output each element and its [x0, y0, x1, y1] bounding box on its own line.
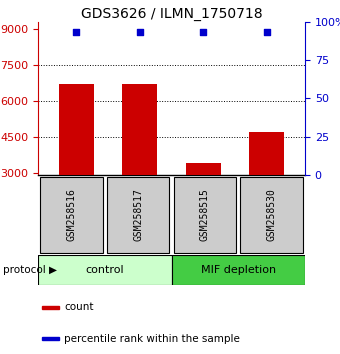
Text: GSM258530: GSM258530 [267, 189, 277, 241]
Point [137, 29, 142, 34]
Bar [174, 177, 236, 253]
Bar [42, 337, 58, 340]
Point [73, 29, 79, 34]
Bar [249, 132, 284, 175]
Text: protocol ▶: protocol ▶ [3, 265, 57, 275]
Text: control: control [85, 265, 124, 275]
Bar [59, 84, 94, 175]
Bar [240, 177, 303, 253]
Text: GSM258516: GSM258516 [66, 189, 76, 241]
Bar [40, 177, 103, 253]
Text: percentile rank within the sample: percentile rank within the sample [64, 333, 240, 343]
Bar [186, 163, 221, 175]
Title: GDS3626 / ILMN_1750718: GDS3626 / ILMN_1750718 [81, 7, 262, 21]
Text: count: count [64, 303, 94, 313]
Bar [42, 306, 58, 309]
Bar [107, 177, 169, 253]
Bar [171, 255, 305, 285]
Bar [38, 255, 171, 285]
Bar [122, 84, 157, 175]
Text: MIF depletion: MIF depletion [201, 265, 276, 275]
Text: GSM258517: GSM258517 [133, 189, 143, 241]
Point [264, 29, 270, 34]
Text: GSM258515: GSM258515 [200, 189, 210, 241]
Point [201, 29, 206, 34]
